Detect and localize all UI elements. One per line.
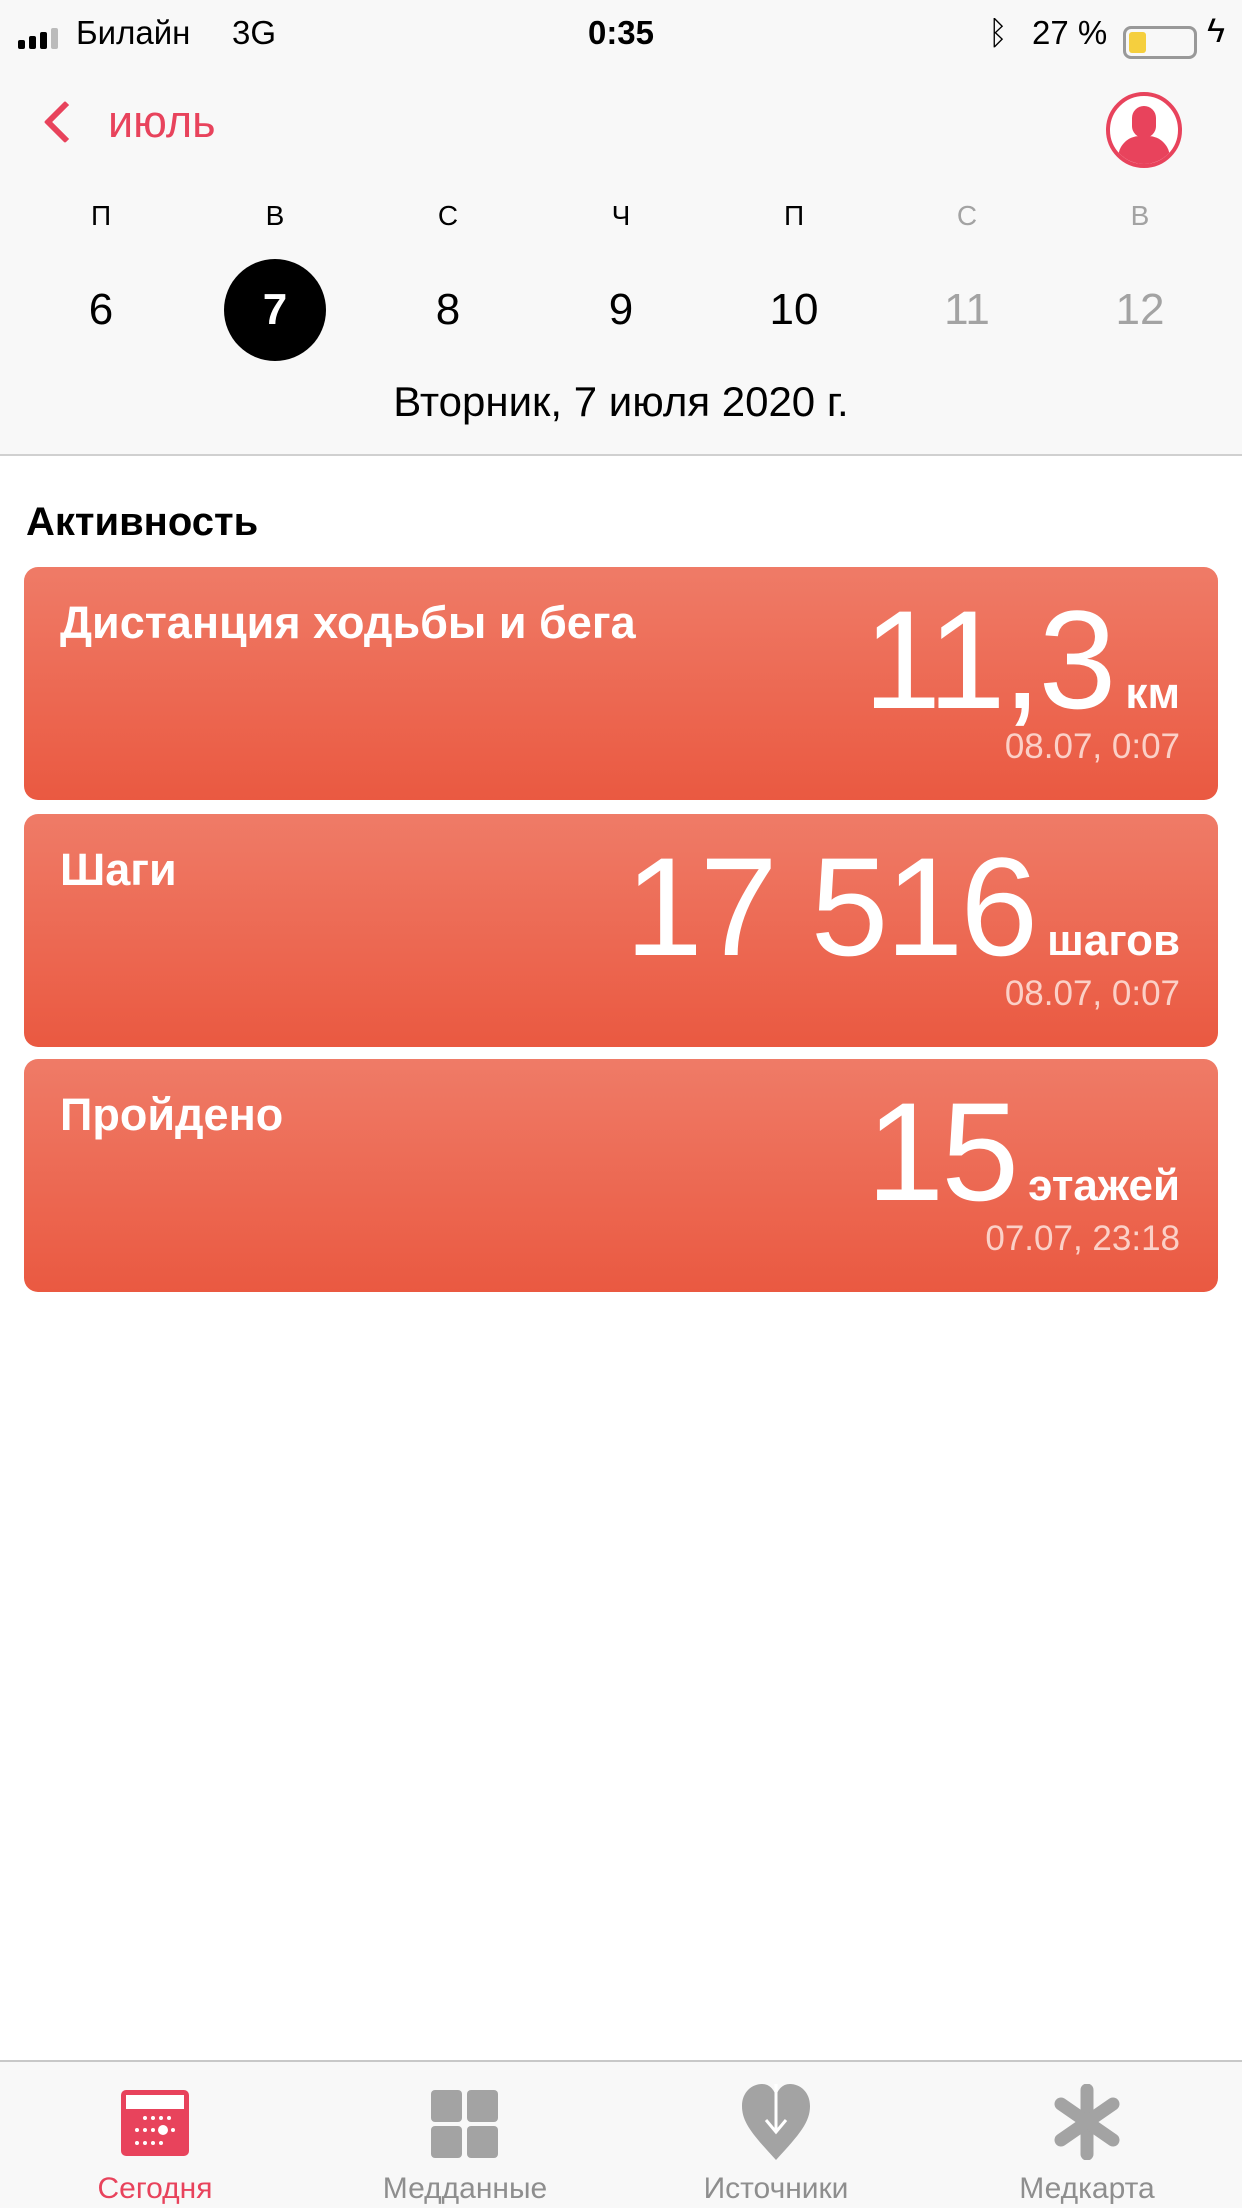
flights-climbed-card[interactable]: Пройдено 15 этажей 07.07, 23:18 (24, 1059, 1218, 1292)
signal-icon (18, 28, 58, 49)
status-bar: Билайн 3G 0:35 ᛒ 27 % ϟ (0, 10, 1242, 59)
card-value: 11,3 (863, 581, 1116, 738)
weekday-label: П (783, 200, 805, 231)
date-12[interactable]: 12 (1115, 285, 1165, 334)
battery-icon (1123, 26, 1197, 59)
date-9[interactable]: 9 (608, 285, 634, 334)
card-title: Пройдено (60, 1089, 284, 1140)
carrier: Билайн (76, 14, 191, 51)
card-unit: шагов (1047, 916, 1180, 965)
date-10[interactable]: 10 (769, 285, 819, 334)
battery-percent: 27 % (1032, 14, 1108, 51)
walking-running-distance-card[interactable]: Дистанция ходьбы и бега 11,3 км 08.07, 0:… (24, 567, 1218, 800)
tab-sources[interactable]: Источники (621, 2062, 931, 2210)
tab-label: Медданные (382, 2172, 548, 2205)
clock: 0:35 (587, 14, 655, 51)
charging-icon: ϟ (1207, 12, 1225, 50)
weekday-label: В (265, 200, 285, 231)
card-timestamp: 08.07, 0:07 (1004, 974, 1180, 1013)
card-unit: км (1125, 669, 1180, 718)
network-type: 3G (232, 14, 277, 51)
card-timestamp: 07.07, 23:18 (985, 1219, 1180, 1258)
card-value-group: 11,3 км (863, 585, 1180, 735)
steps-card[interactable]: Шаги 17 516 шагов 08.07, 0:07 (24, 814, 1218, 1047)
tab-medical-id[interactable]: Медкарта (932, 2062, 1242, 2210)
date-7[interactable]: 7 (224, 259, 326, 361)
grid-icon (431, 2090, 498, 2158)
card-value-group: 15 этажей (866, 1077, 1180, 1227)
tab-health-data[interactable]: Медданные (310, 2062, 620, 2210)
card-title: Дистанция ходьбы и бега (60, 597, 636, 648)
card-value: 17 516 (624, 828, 1038, 985)
weekday-label: П (90, 200, 112, 231)
heart-download-icon (742, 2084, 810, 2160)
card-value: 15 (866, 1073, 1019, 1230)
weekday-label: С (956, 200, 978, 231)
profile-button[interactable] (1106, 92, 1182, 168)
date-11[interactable]: 11 (944, 285, 990, 334)
weekday-label: В (1130, 200, 1150, 231)
card-unit: этажей (1028, 1161, 1180, 1210)
back-button[interactable]: июль (36, 96, 216, 148)
calendar-icon (121, 2090, 189, 2156)
header: Билайн 3G 0:35 ᛒ 27 % ϟ июль П 6 В 7 С 8 Ч 9 П 10… (0, 0, 1242, 456)
section-title: Активность (26, 500, 259, 544)
asterisk-icon (1054, 2084, 1120, 2160)
tab-today[interactable]: Сегодня (0, 2062, 310, 2210)
tab-bar: Сегодня Медданные Источники Медкарта (0, 2060, 1242, 2208)
card-title: Шаги (60, 844, 177, 895)
date-8[interactable]: 8 (435, 285, 461, 334)
tab-label: Сегодня (97, 2172, 213, 2205)
date-6[interactable]: 6 (88, 285, 114, 334)
card-timestamp: 08.07, 0:07 (1004, 727, 1180, 766)
chevron-left-icon (43, 100, 87, 144)
bluetooth-icon: ᛒ (988, 14, 1008, 51)
tab-label: Медкарта (1019, 2172, 1155, 2205)
card-value-group: 17 516 шагов (625, 832, 1180, 982)
back-label: июль (108, 96, 216, 147)
full-date: Вторник, 7 июля 2020 г. (393, 378, 849, 425)
weekday-label: Ч (611, 200, 631, 231)
tab-label: Источники (703, 2172, 849, 2205)
weekday-label: С (437, 200, 459, 231)
